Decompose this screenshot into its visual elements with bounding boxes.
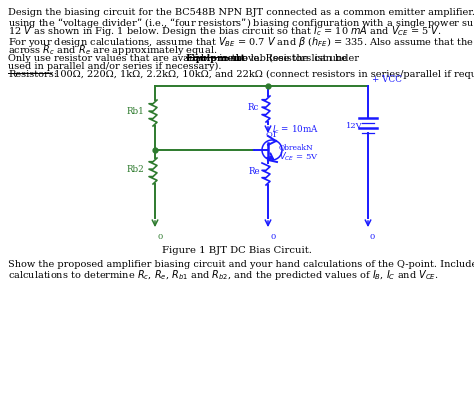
Text: 12V: 12V — [346, 122, 363, 130]
Text: using the “voltage divider” (i.e., “four resistors”) biasing configuration with : using the “voltage divider” (i.e., “four… — [8, 16, 474, 30]
Text: Rc: Rc — [247, 102, 259, 111]
Text: QbreakN: QbreakN — [279, 143, 314, 151]
Text: Design the biasing circuit for the BC548B NPN BJT connected as a common emitter : Design the biasing circuit for the BC548… — [8, 8, 474, 17]
Text: 0: 0 — [370, 233, 375, 241]
Text: 0: 0 — [271, 233, 276, 241]
Text: 0: 0 — [158, 233, 163, 241]
Text: Only use resistor values that are available in the lab (see the list under: Only use resistor values that are availa… — [8, 54, 362, 63]
Text: For your design calculations, assume that $V_{BE}$ = 0.7 $V$ and $\beta$ ($h_{FE: For your design calculations, assume tha… — [8, 35, 474, 49]
Text: across $R_c$ and $R_e$ are approximately equal.: across $R_c$ and $R_e$ are approximately… — [8, 43, 217, 57]
Text: 100Ω, 220Ω, 1kΩ, 2.2kΩ, 10kΩ, and 22kΩ (connect resistors in series/parallel if : 100Ω, 220Ω, 1kΩ, 2.2kΩ, 10kΩ, and 22kΩ (… — [51, 70, 474, 79]
Text: Q1: Q1 — [266, 130, 278, 138]
Text: above. Resistors can be: above. Resistors can be — [227, 54, 347, 63]
Text: used in parallel and/or series if necessary).: used in parallel and/or series if necess… — [8, 62, 221, 71]
Text: 12 $V$ as shown in Fig. 1 below. Design the bias circuit so that $I_c$ = 10 $mA$: 12 $V$ as shown in Fig. 1 below. Design … — [8, 24, 442, 38]
Text: Re: Re — [248, 168, 260, 177]
Text: Figure 1 BJT DC Bias Circuit.: Figure 1 BJT DC Bias Circuit. — [162, 246, 312, 255]
Text: Rb1: Rb1 — [126, 106, 144, 115]
Text: Resistors:: Resistors: — [8, 70, 57, 79]
Text: $V_{CE}$ = 5V: $V_{CE}$ = 5V — [279, 151, 319, 163]
Text: $I_c$ = 10mA: $I_c$ = 10mA — [272, 124, 319, 136]
Text: Show the proposed amplifier biasing circuit and your hand calculations of the Q-: Show the proposed amplifier biasing circ… — [8, 260, 474, 269]
Text: Equipment: Equipment — [186, 54, 246, 63]
Text: + VCC: + VCC — [372, 75, 402, 84]
Text: calculations to determine $R_c$, $R_e$, $R_{b1}$ and $R_{b2}$, and the predicted: calculations to determine $R_c$, $R_e$, … — [8, 268, 439, 282]
Text: Rb2: Rb2 — [126, 164, 144, 173]
